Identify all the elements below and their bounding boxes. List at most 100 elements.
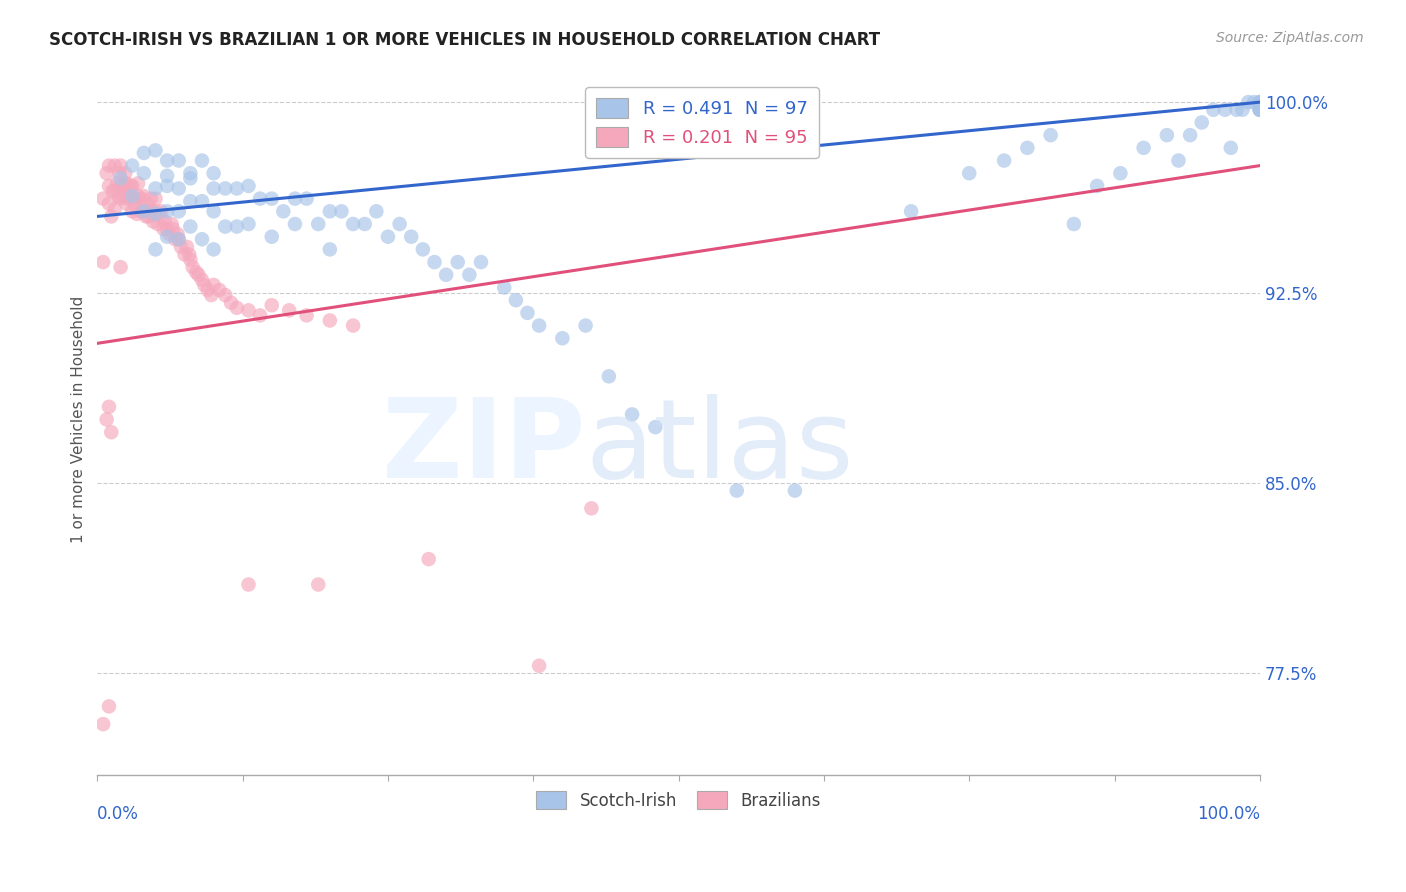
Point [167, 153, 190, 168]
Point [131, 204, 153, 219]
Point [1063, 217, 1085, 231]
Point [470, 255, 492, 269]
Point [725, 483, 748, 498]
Point [125, 207, 148, 221]
Point [1237, 95, 1260, 110]
Point [342, 318, 364, 333]
Point [129, 204, 152, 219]
Point [167, 181, 190, 195]
Point [107, 189, 129, 203]
Point [176, 240, 198, 254]
Point [249, 192, 271, 206]
Point [167, 232, 190, 246]
Point [132, 202, 155, 216]
Point [145, 192, 167, 206]
Point [278, 303, 301, 318]
Point [160, 217, 183, 231]
Point [112, 178, 135, 193]
Point [458, 268, 481, 282]
Point [110, 260, 132, 275]
Point [1243, 95, 1265, 110]
Point [1249, 103, 1271, 117]
Point [142, 214, 165, 228]
Point [225, 181, 247, 195]
Point [145, 207, 167, 221]
Point [1132, 141, 1154, 155]
Point [118, 189, 141, 203]
Point [353, 217, 375, 231]
Point [156, 204, 179, 219]
Point [225, 301, 247, 315]
Point [120, 178, 142, 193]
Point [1226, 103, 1249, 117]
Point [1249, 95, 1271, 110]
Point [214, 288, 236, 302]
Point [96, 412, 118, 426]
Point [98, 400, 121, 414]
Point [527, 658, 550, 673]
Point [179, 166, 201, 180]
Point [412, 243, 434, 257]
Point [141, 204, 163, 219]
Point [104, 184, 127, 198]
Point [1202, 103, 1225, 117]
Point [127, 177, 149, 191]
Point [179, 171, 201, 186]
Point [783, 483, 806, 498]
Point [238, 217, 260, 231]
Point [1232, 103, 1254, 117]
Point [132, 145, 155, 160]
Point [191, 194, 214, 209]
Point [319, 243, 342, 257]
Point [1249, 95, 1271, 110]
Point [273, 204, 295, 219]
Point [150, 204, 173, 219]
Point [527, 318, 550, 333]
Point [118, 181, 141, 195]
Point [98, 699, 121, 714]
Point [91, 192, 114, 206]
Point [110, 159, 132, 173]
Point [260, 192, 283, 206]
Point [179, 219, 201, 234]
Point [295, 309, 318, 323]
Point [162, 222, 184, 236]
Point [104, 159, 127, 173]
Point [202, 204, 225, 219]
Point [170, 240, 193, 254]
Point [110, 171, 132, 186]
Point [98, 178, 121, 193]
Point [149, 210, 172, 224]
Text: atlas: atlas [586, 394, 853, 501]
Point [434, 268, 457, 282]
Point [145, 144, 167, 158]
Point [1156, 128, 1178, 143]
Point [214, 181, 236, 195]
Point [319, 313, 342, 327]
Point [125, 192, 148, 206]
Point [156, 222, 179, 236]
Point [214, 219, 236, 234]
Point [121, 189, 143, 203]
Point [260, 229, 283, 244]
Point [132, 166, 155, 180]
Point [342, 217, 364, 231]
Point [957, 166, 980, 180]
Point [156, 169, 179, 183]
Point [447, 255, 470, 269]
Point [145, 243, 167, 257]
Text: 100.0%: 100.0% [1197, 805, 1260, 823]
Point [179, 194, 201, 209]
Point [156, 153, 179, 168]
Point [115, 196, 138, 211]
Point [1213, 103, 1236, 117]
Point [124, 196, 146, 211]
Point [399, 229, 422, 244]
Point [200, 288, 222, 302]
Point [1249, 103, 1271, 117]
Y-axis label: 1 or more Vehicles in Household: 1 or more Vehicles in Household [72, 296, 86, 543]
Point [219, 295, 242, 310]
Point [100, 425, 122, 440]
Point [1167, 153, 1189, 168]
Point [191, 153, 214, 168]
